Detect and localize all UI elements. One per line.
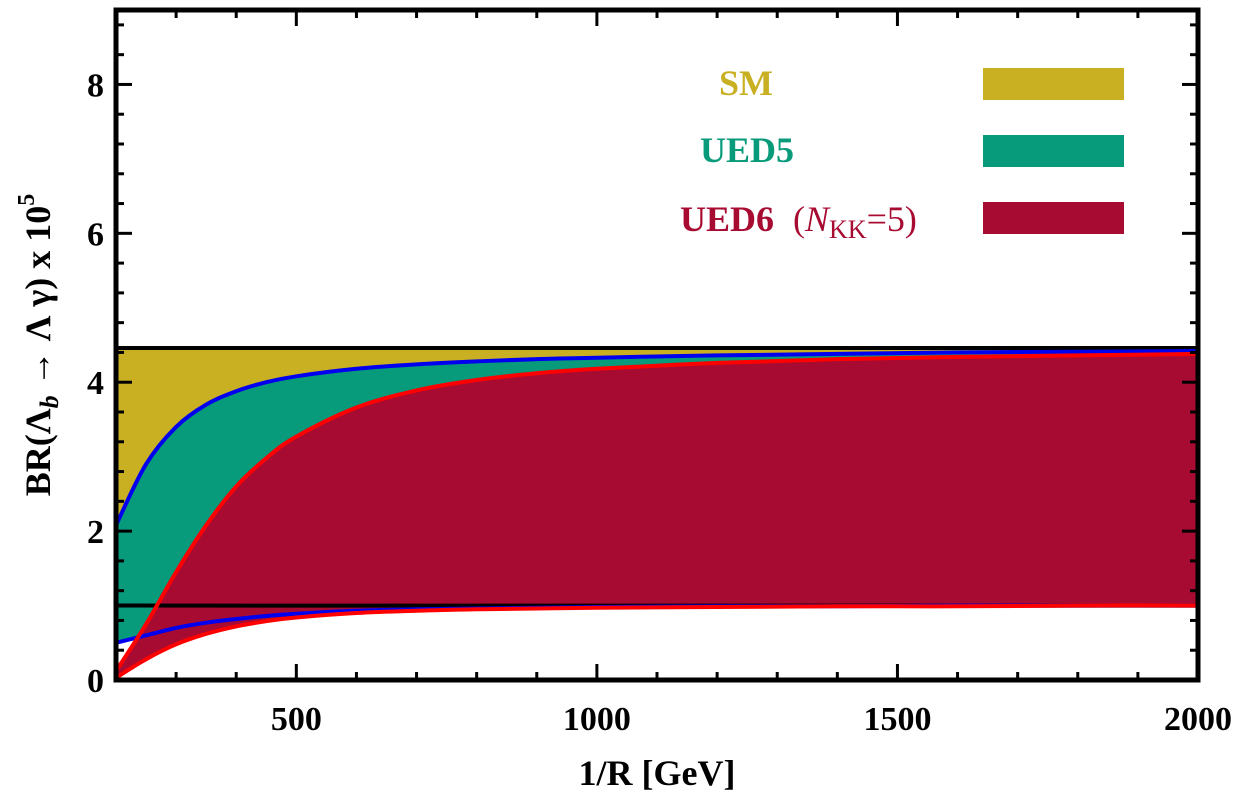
y-tick-label: 8 xyxy=(87,67,104,104)
y-axis-title: BR(Λb → Λ γ) x 105 xyxy=(14,194,64,496)
y-tick-label: 6 xyxy=(87,216,104,253)
x-tick-label: 1000 xyxy=(563,701,631,738)
band-edges-layer xyxy=(116,345,1198,680)
legend-label-sm: SM xyxy=(719,63,773,103)
legend: SM UED5 UED6 (NKK=5) xyxy=(680,63,1124,244)
plot-frame xyxy=(113,7,1201,683)
tick-labels: 500 1000 1500 2000 0 2 4 6 8 xyxy=(87,67,1232,738)
legend-label-ued6-rest: =5) xyxy=(867,199,917,239)
x-tick-label: 500 xyxy=(271,701,322,738)
band-ued6-lower-edge xyxy=(116,603,1198,680)
y-tick-label: 4 xyxy=(87,365,104,402)
legend-label-ued6: UED6 (NKK=5) xyxy=(680,199,917,244)
band-ued6-upper-edge xyxy=(116,351,1198,673)
legend-label-ued5: UED5 xyxy=(700,130,794,170)
band-ued6 xyxy=(116,353,1198,678)
y-tick-label: 0 xyxy=(87,663,104,700)
legend-label-ued6-n: N xyxy=(804,199,831,239)
legend-label-ued6-kk: KK xyxy=(829,215,867,244)
legend-swatch-sm xyxy=(983,68,1124,100)
band-ued5-upper-edge xyxy=(116,349,1198,527)
legend-swatch-ued5 xyxy=(983,135,1124,167)
legend-swatch-ued6 xyxy=(983,202,1124,234)
y-tick-label: 2 xyxy=(87,514,104,551)
x-axis-title: 1/R [GeV] xyxy=(579,753,736,793)
bands-layer xyxy=(116,347,1198,678)
legend-label-ued6-open: ( xyxy=(793,199,805,239)
legend-label-ued6-main: UED6 xyxy=(680,199,774,239)
x-tick-label: 1500 xyxy=(863,701,931,738)
x-tick-label: 2000 xyxy=(1164,701,1232,738)
